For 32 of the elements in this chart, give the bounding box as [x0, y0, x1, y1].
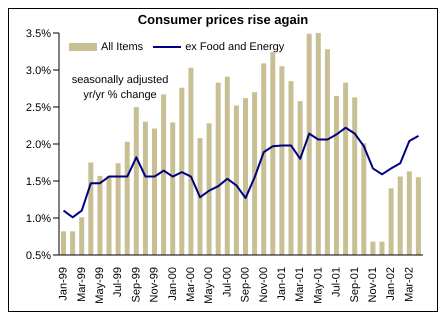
x-tick-label: Jul-01 [330, 267, 343, 297]
x-tick-label: Nov-99 [148, 267, 161, 302]
x-tick-label: Mar-01 [294, 267, 306, 302]
x-tick-label: Mar-99 [76, 267, 88, 302]
x-tick-label: May-00 [203, 267, 216, 304]
y-tick-label: 2.5% [26, 102, 52, 114]
annotation: seasonally adjusted yr/yr % change [70, 73, 170, 103]
x-tick-label: Nov-01 [366, 267, 379, 302]
chart-title: Consumer prices rise again [136, 12, 310, 27]
x-tick-label: Sep-01 [348, 267, 361, 302]
x-tick-label: Nov-00 [258, 267, 270, 302]
y-tick-label: 2.0% [26, 138, 52, 151]
x-tick-label: Mar-00 [184, 267, 197, 302]
y-tick-label: 3.0% [26, 64, 52, 77]
x-tick-label: Sep-99 [130, 267, 142, 302]
x-tick-label: May-99 [94, 267, 106, 304]
legend-label: ex Food and Energy [185, 41, 284, 53]
y-tick-label: 1.0% [26, 212, 52, 225]
y-tick-label: 1.5% [26, 176, 52, 188]
x-tick-label: Jan-99 [58, 267, 70, 301]
x-tick-label: Jan-00 [166, 267, 179, 301]
y-tick-label: 0.5% [26, 250, 52, 262]
x-tick-label: Jan-02 [385, 267, 398, 301]
x-tick-label: May-01 [312, 267, 324, 304]
x-tick-label: Sep-00 [240, 267, 252, 302]
x-tick-label: Mar-02 [403, 267, 416, 302]
line-series [62, 126, 420, 218]
x-tick-label: Jan-01 [276, 267, 288, 301]
x-tick-label: Jul-99 [112, 267, 124, 297]
y-tick-label: 3.5% [26, 28, 52, 40]
x-tick-label: Jul-00 [221, 267, 234, 297]
legend-label: All Items [101, 41, 144, 53]
